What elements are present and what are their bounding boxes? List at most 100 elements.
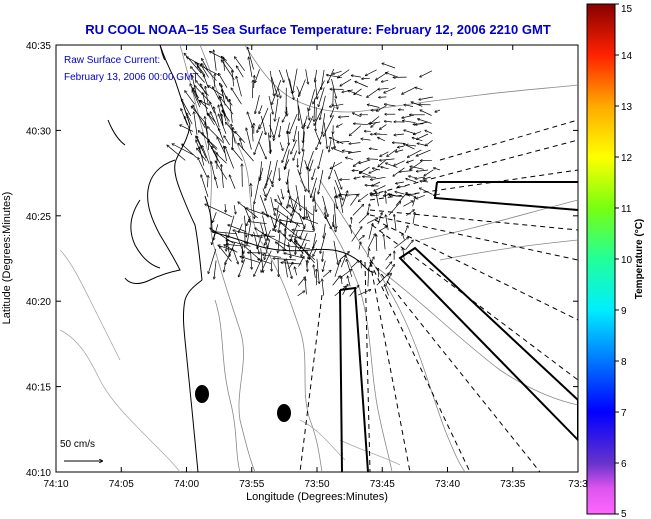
current-vector xyxy=(247,112,253,126)
current-vector xyxy=(257,124,260,133)
y-tick-label: 40:20 xyxy=(26,297,51,308)
current-vector xyxy=(352,205,363,216)
current-vector xyxy=(353,113,362,118)
current-vector xyxy=(394,160,405,166)
current-vector xyxy=(257,232,264,248)
figure-title: RU COOL NOAA–15 Sea Surface Temperature:… xyxy=(85,22,551,37)
current-vector xyxy=(403,121,416,124)
current-vector xyxy=(269,178,273,186)
current-vector xyxy=(291,196,299,216)
current-vector xyxy=(340,78,352,86)
current-vector xyxy=(360,172,371,177)
current-vector xyxy=(279,142,283,150)
current-vector xyxy=(308,239,318,259)
current-vector xyxy=(399,171,413,172)
current-vector xyxy=(393,143,405,144)
current-vector xyxy=(214,151,227,164)
current-vector xyxy=(305,279,306,295)
current-vector xyxy=(403,201,413,207)
current-vector xyxy=(309,89,316,110)
current-vector xyxy=(378,138,386,142)
current-vector xyxy=(322,195,328,217)
current-vector xyxy=(249,57,253,78)
plot-area xyxy=(55,44,579,473)
current-vector xyxy=(368,105,380,108)
current-vector xyxy=(333,88,334,106)
current-vector xyxy=(384,193,393,196)
y-tick-label: 40:30 xyxy=(26,126,51,137)
current-vector xyxy=(394,237,408,249)
current-vector xyxy=(270,197,275,215)
current-vector xyxy=(418,119,432,124)
current-vector xyxy=(406,179,417,183)
current-vector xyxy=(378,226,387,232)
current-vector xyxy=(269,70,274,96)
scale-label: 50 cm/s xyxy=(60,439,95,450)
current-vector xyxy=(407,159,414,163)
current-vector xyxy=(271,260,272,271)
current-vector xyxy=(417,133,429,139)
current-vector xyxy=(248,253,267,254)
current-vector xyxy=(192,90,201,108)
current-vector xyxy=(200,101,210,106)
current-vector xyxy=(311,177,318,198)
current-vector xyxy=(333,203,336,229)
current-vector xyxy=(280,222,302,240)
current-vector xyxy=(346,260,353,277)
current-vector xyxy=(208,248,217,273)
current-vector xyxy=(385,121,393,122)
current-vector xyxy=(285,69,292,94)
current-vector xyxy=(313,205,314,229)
current-vector xyxy=(205,117,208,135)
current-vector xyxy=(334,179,343,200)
y-tick-label: 40:35 xyxy=(26,41,51,52)
current-vector xyxy=(333,70,342,74)
current-vector xyxy=(307,150,314,169)
x-tick-label: 74:10 xyxy=(43,479,68,490)
current-vector xyxy=(329,161,336,179)
current-vector xyxy=(398,146,405,147)
current-vector xyxy=(434,194,441,195)
current-vector xyxy=(386,215,389,231)
current-vector xyxy=(295,267,298,276)
current-vector xyxy=(277,88,281,98)
current-vector xyxy=(352,76,362,78)
current-vector xyxy=(331,78,337,98)
x-tick-label: 74:05 xyxy=(109,479,134,490)
current-vector xyxy=(303,122,305,143)
current-vector xyxy=(224,245,238,253)
current-vector xyxy=(367,234,375,249)
current-vector xyxy=(362,78,370,79)
current-vector xyxy=(269,124,274,137)
current-vector xyxy=(222,114,224,127)
current-vector xyxy=(295,185,301,210)
current-vector xyxy=(367,159,379,160)
current-vector xyxy=(208,141,221,164)
current-vector xyxy=(331,132,335,149)
current-vector xyxy=(288,130,289,145)
current-vector xyxy=(285,149,290,168)
current-vector xyxy=(420,181,429,182)
current-vector xyxy=(354,176,361,179)
current-vector xyxy=(420,188,433,195)
current-vector xyxy=(378,88,389,89)
current-vector xyxy=(297,169,306,191)
current-vector xyxy=(306,206,307,218)
legend-line-1: Raw Surface Current: xyxy=(64,55,160,66)
current-vector xyxy=(334,169,341,189)
current-vector xyxy=(376,273,389,286)
current-vector xyxy=(334,287,346,297)
current-vector xyxy=(295,242,316,261)
current-vector xyxy=(203,93,208,115)
current-vector xyxy=(265,187,271,200)
current-vector xyxy=(358,242,361,250)
current-vector xyxy=(406,210,414,216)
current-vector xyxy=(313,194,316,211)
current-vector xyxy=(410,161,422,170)
current-vector xyxy=(366,69,377,76)
current-vector xyxy=(359,159,371,163)
current-vector xyxy=(384,87,396,93)
x-tick-label: 74:00 xyxy=(174,479,199,490)
current-vector xyxy=(394,215,397,231)
current-vector xyxy=(368,257,374,269)
